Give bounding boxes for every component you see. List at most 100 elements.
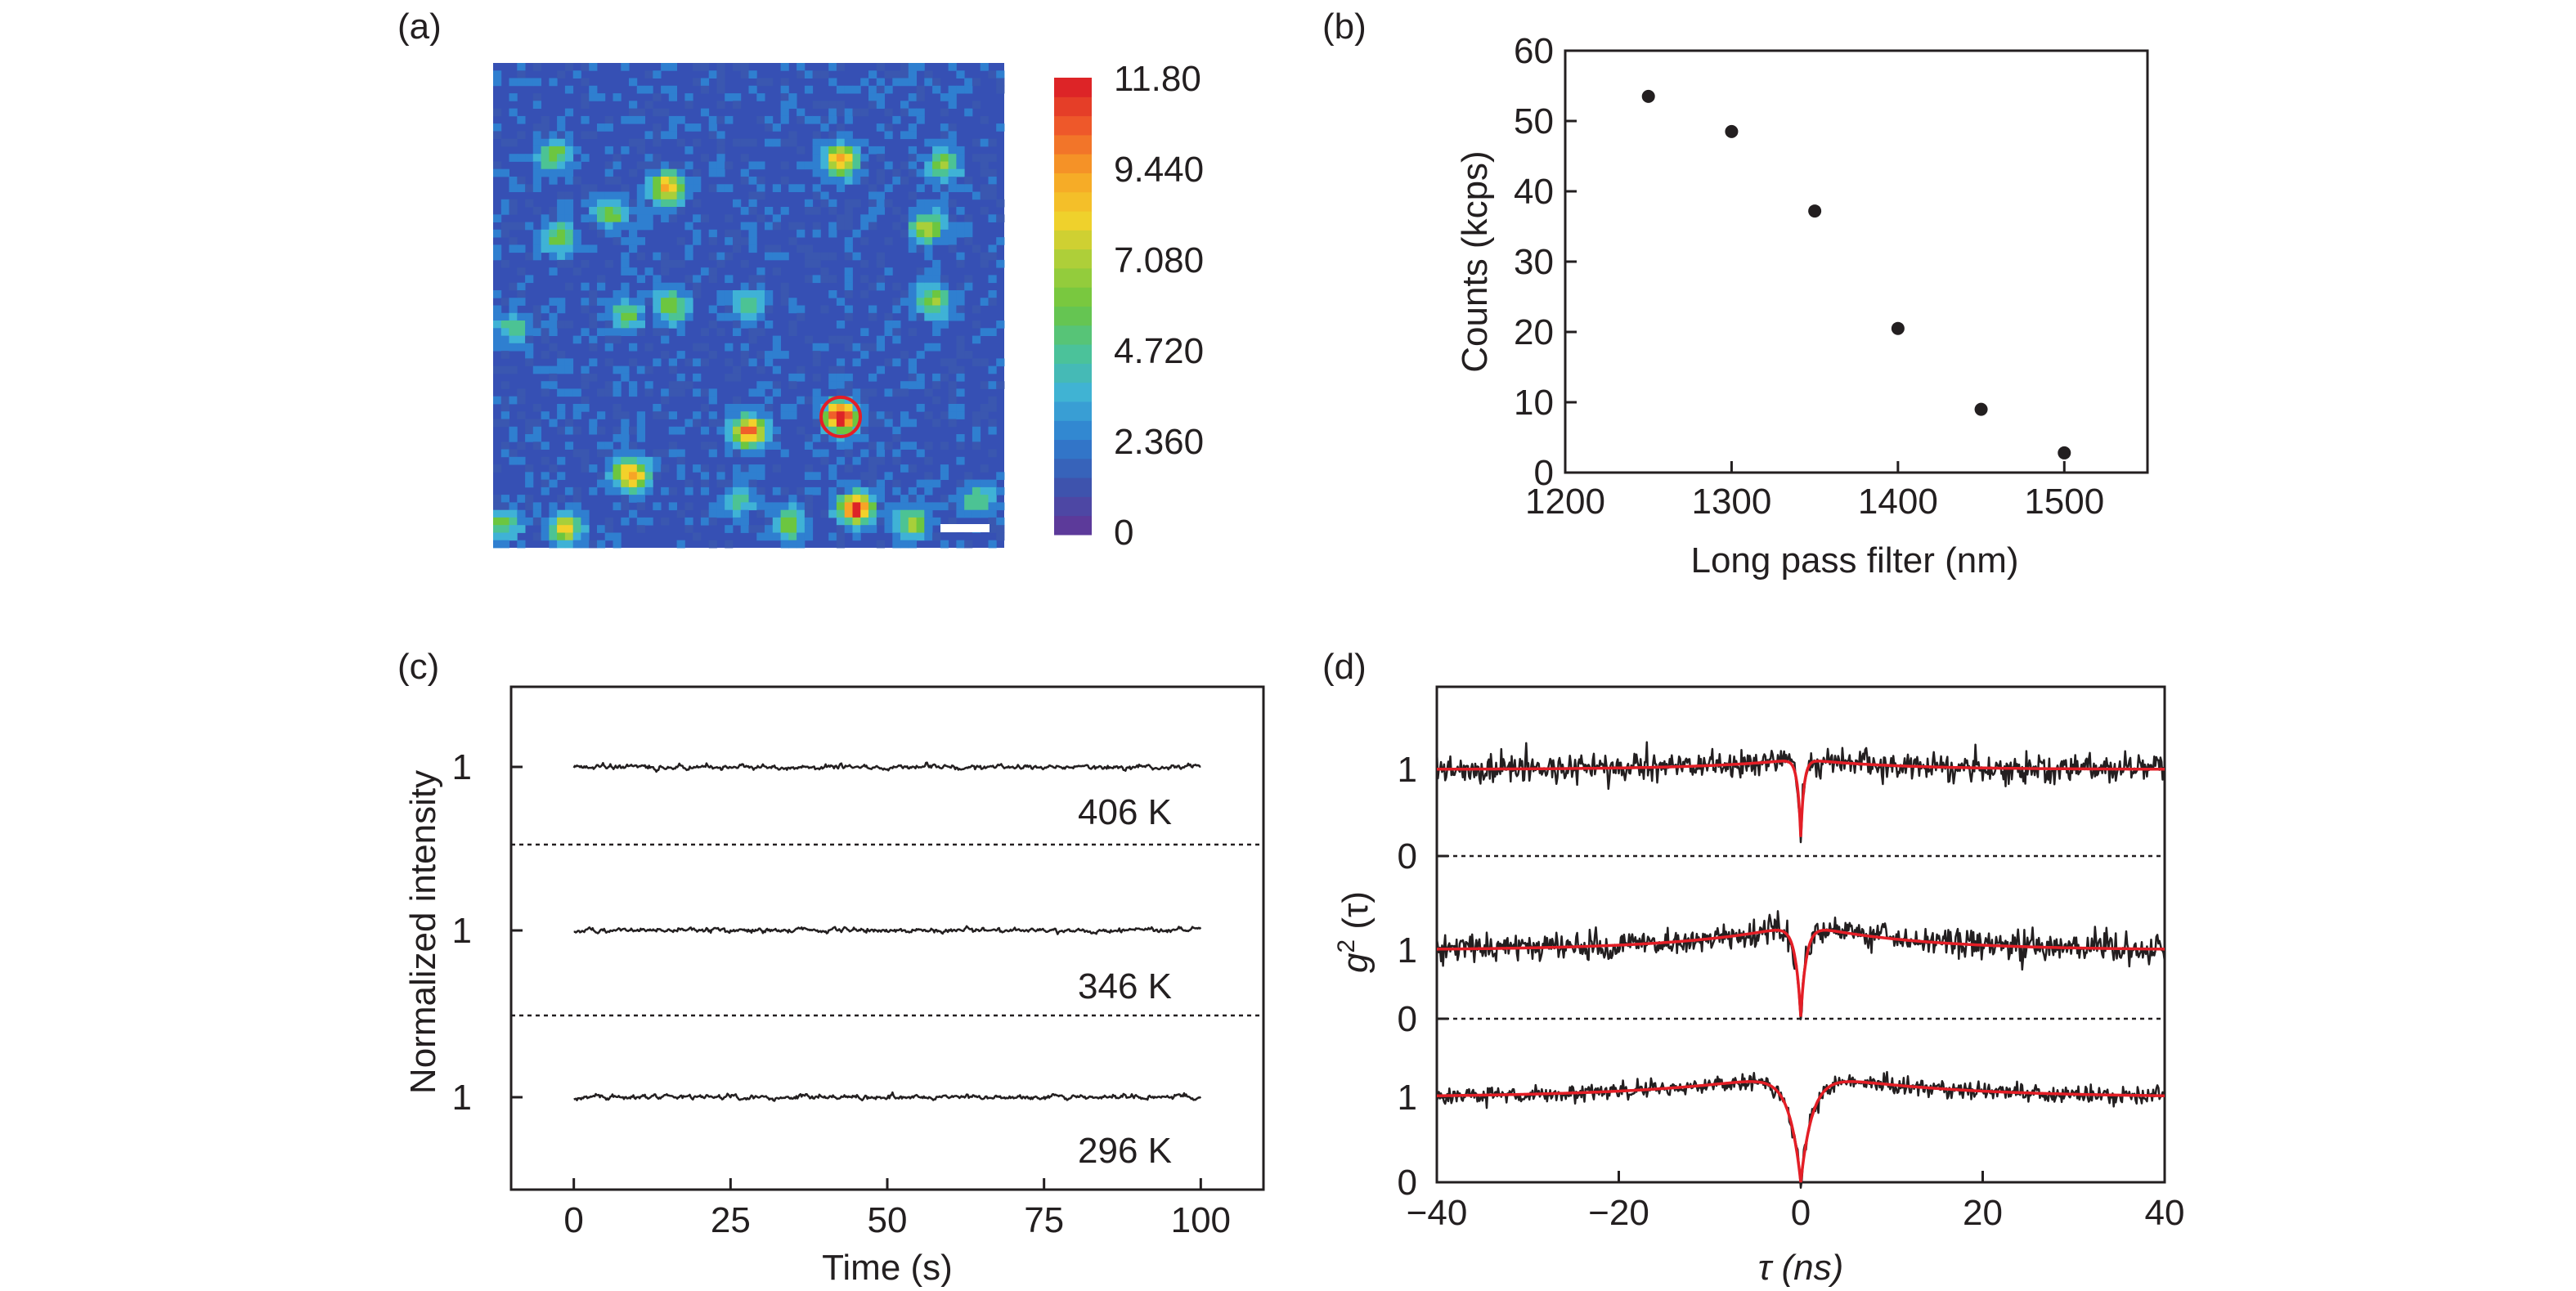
heatmap-pixel [980,115,989,124]
heatmap-pixel [868,456,877,465]
heatmap-pixel [940,191,949,200]
heatmap-pixel [980,259,989,268]
heatmap-pixel [748,305,757,314]
heatmap-pixel [940,312,949,321]
heatmap-pixel [797,426,806,435]
heatmap-pixel [956,509,965,518]
heatmap-pixel [597,275,606,284]
heatmap-pixel [725,442,734,450]
heatmap-pixel [756,351,765,359]
heatmap-pixel [828,161,837,170]
heatmap-pixel [517,222,526,231]
heatmap-pixel [956,343,965,352]
heatmap-pixel [868,419,877,428]
heatmap-pixel [780,177,789,185]
heatmap-pixel [653,154,662,162]
heatmap-pixel [972,305,981,314]
heatmap-pixel [517,328,526,336]
plot-frame-d [1435,685,2166,1184]
heatmap-pixel [756,464,765,473]
heatmap-pixel [581,509,590,518]
heatmap-pixel [613,404,622,412]
heatmap-pixel [541,335,550,344]
heatmap-pixel [996,358,1005,367]
heatmap-pixel [812,131,821,140]
heatmap-pixel [541,411,550,419]
heatmap-pixel [613,207,622,215]
heatmap-pixel [725,502,734,511]
heatmap-pixel [988,525,997,533]
heatmap-pixel [780,101,789,109]
heatmap-pixel [748,335,757,344]
heatmap-pixel [868,388,877,397]
heatmap-pixel [980,184,989,192]
heatmap-pixel [940,373,949,382]
heatmap-pixel [820,449,829,458]
heatmap-pixel [797,184,806,192]
heatmap-pixel [836,502,846,511]
heatmap-pixel [892,532,901,541]
heatmap-pixel [716,115,725,124]
heatmap-pixel [876,191,885,200]
heatmap-pixel [581,298,590,306]
heatmap-pixel [676,373,685,382]
heatmap-pixel [564,244,574,253]
heatmap-pixel [765,517,774,526]
heatmap-pixel [756,312,765,321]
heatmap-pixel [797,373,806,382]
heatmap-pixel [916,93,925,101]
heatmap-pixel [932,229,941,238]
heatmap-pixel [668,305,677,314]
heatmap-pixel [716,252,725,261]
heatmap-pixel [924,154,933,162]
heatmap-pixel [597,282,606,291]
heatmap-pixel [564,532,574,541]
heatmap-pixel [924,517,933,526]
heatmap-pixel [740,464,749,473]
heatmap-pixel [908,229,917,238]
heatmap-pixel [940,123,949,132]
heatmap-pixel [756,161,765,170]
heatmap-pixel [684,305,693,314]
colorbar-segment [1054,96,1092,117]
heatmap-pixel [668,486,677,495]
heatmap-pixel [564,222,574,231]
heatmap-pixel [788,502,797,511]
heatmap-pixel [564,426,574,435]
heatmap-pixel [932,222,941,231]
heatmap-pixel [908,495,917,503]
heatmap-pixel [780,63,789,71]
heatmap-pixel [604,146,613,155]
heatmap-pixel [756,495,765,503]
heatmap-pixel [541,123,550,132]
heatmap-pixel [740,237,749,245]
panel-label-a: (a) [397,7,442,47]
heatmap-pixel [604,207,613,215]
heatmap-pixel [932,419,941,428]
heatmap-pixel [852,138,861,147]
heatmap-pixel [916,404,925,412]
heatmap-pixel [517,343,526,352]
heatmap-pixel [765,321,774,329]
heatmap-pixel [908,237,917,245]
heatmap-pixel [733,449,742,458]
y-tick-label: 1 [452,911,472,951]
heatmap-pixel [621,456,630,465]
heatmap-pixel [597,312,606,321]
heatmap-pixel [820,154,829,162]
heatmap-pixel [740,138,749,147]
heatmap-pixel [693,464,702,473]
heatmap-pixel [828,108,837,117]
heatmap-pixel [708,502,717,511]
heatmap-pixel [908,154,917,162]
heatmap-pixel [788,540,797,549]
y-label-g: g [1335,953,1376,973]
heatmap-pixel [860,411,869,419]
heatmap-pixel [852,495,861,503]
heatmap-pixel [860,168,869,177]
heatmap-pixel [517,321,526,329]
heatmap-pixel [589,214,598,222]
heatmap-pixel [996,85,1005,94]
heatmap-pixel [636,85,645,94]
heatmap-pixel [733,517,742,526]
